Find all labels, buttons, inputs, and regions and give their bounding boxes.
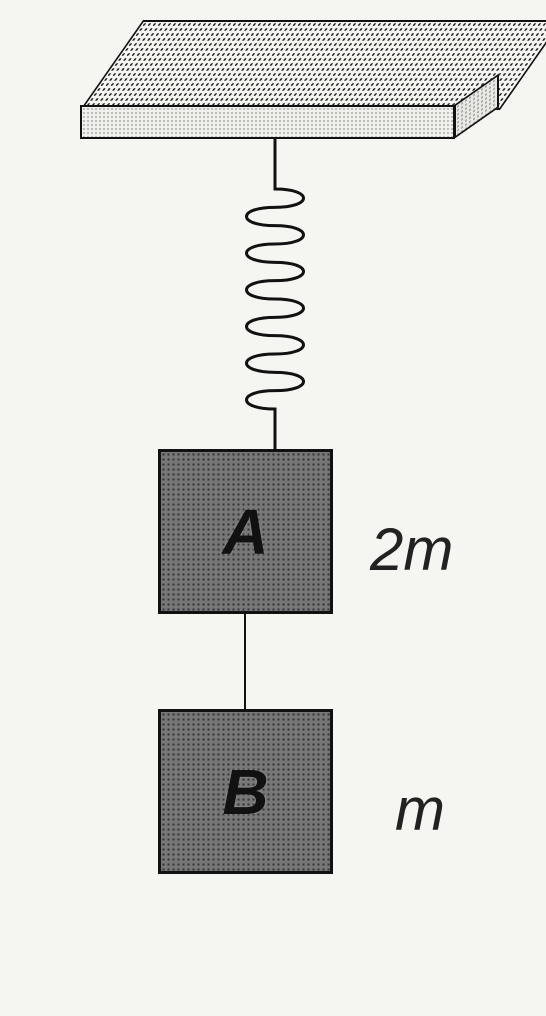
ceiling-front-face [80,105,455,139]
mass-label-a: 2m [370,515,453,584]
string-ab [244,614,246,709]
spring-coil [247,139,304,449]
block-b: B [158,709,333,874]
block-b-label: B [222,755,268,829]
spring [225,139,325,449]
block-a: A [158,449,333,614]
physics-diagram: A 2m B m [0,0,546,1016]
block-a-label: A [222,495,268,569]
mass-label-b: m [395,775,445,844]
